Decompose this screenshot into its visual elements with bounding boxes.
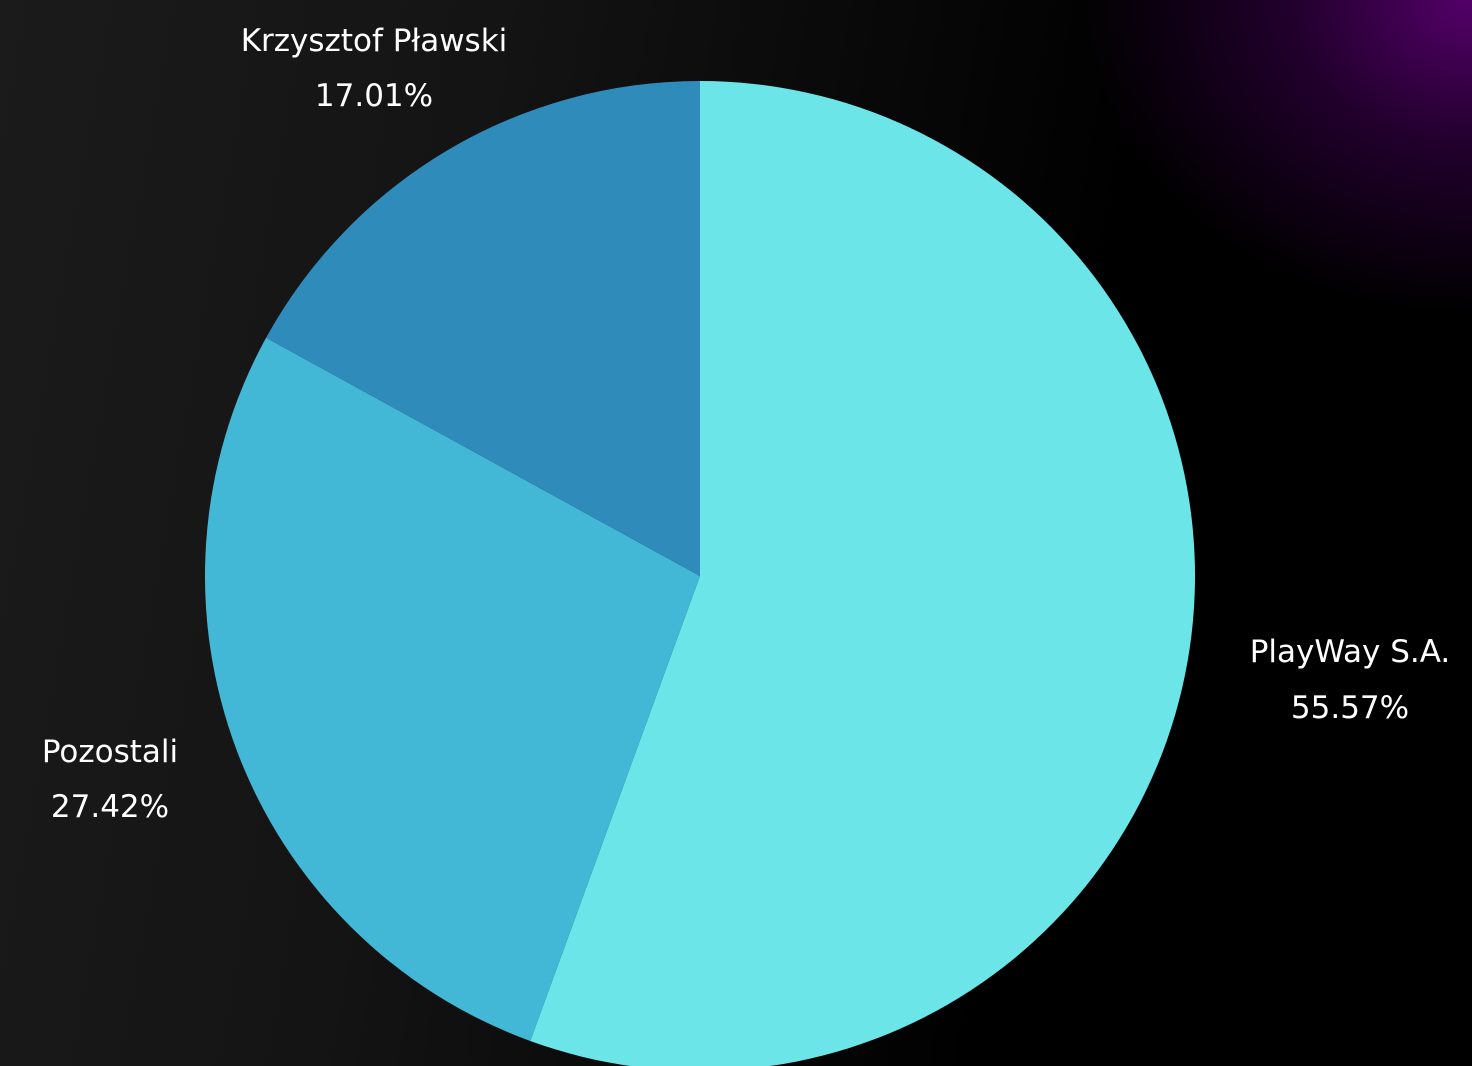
slice-label-name: Pozostali: [42, 734, 178, 770]
slice-label-name: Krzysztof Pławski: [241, 23, 508, 59]
pie-slice-playway-s-a: [530, 81, 1195, 1066]
pie-slice-pozostali: [205, 337, 700, 1041]
slice-label-name: PlayWay S.A.: [1250, 634, 1451, 670]
slice-label-value: 55.57%: [1291, 690, 1409, 726]
slice-label-value: 27.42%: [51, 789, 169, 825]
pie-slices: [205, 81, 1195, 1066]
pie-slice-krzysztof-p-awski: [266, 81, 700, 576]
pie-labels: PlayWay S.A. 55.57% Pozostali 27.42% Krzyszt…: [42, 23, 1450, 825]
slice-label-value: 17.01%: [315, 78, 433, 114]
